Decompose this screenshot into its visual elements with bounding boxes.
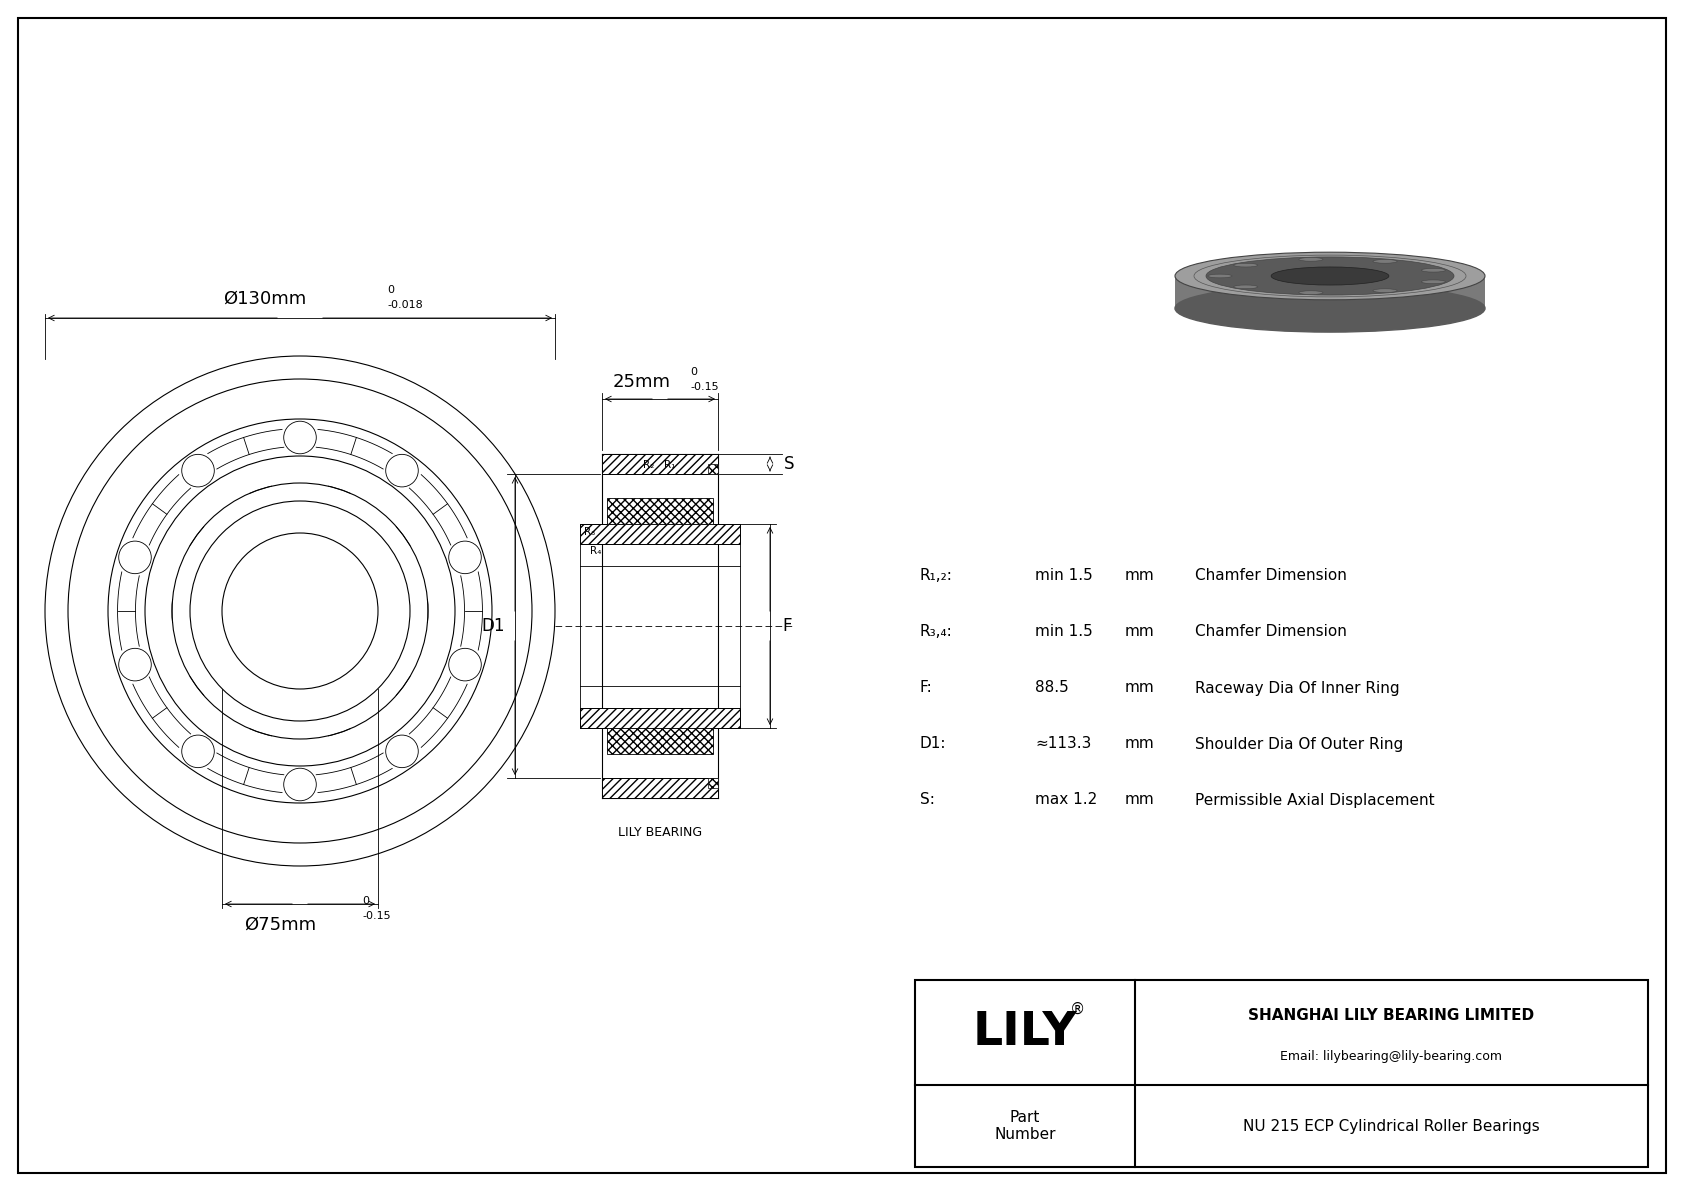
Text: Chamfer Dimension: Chamfer Dimension bbox=[1196, 624, 1347, 640]
Text: LILY: LILY bbox=[973, 1010, 1078, 1055]
Polygon shape bbox=[601, 454, 717, 474]
Polygon shape bbox=[601, 778, 717, 798]
Text: -0.018: -0.018 bbox=[387, 300, 423, 310]
Text: max 1.2: max 1.2 bbox=[1036, 792, 1098, 807]
Text: 88.5: 88.5 bbox=[1036, 680, 1069, 696]
Ellipse shape bbox=[1207, 274, 1233, 278]
Ellipse shape bbox=[1298, 257, 1324, 261]
Text: Email: lilybearing@lily-bearing.com: Email: lilybearing@lily-bearing.com bbox=[1280, 1050, 1502, 1064]
Polygon shape bbox=[606, 728, 712, 754]
Ellipse shape bbox=[1271, 267, 1389, 285]
Text: min 1.5: min 1.5 bbox=[1036, 568, 1093, 584]
Text: R₃,₄:: R₃,₄: bbox=[919, 624, 953, 640]
Text: ≈113.3: ≈113.3 bbox=[1036, 736, 1091, 752]
Polygon shape bbox=[579, 707, 739, 728]
Text: NU 215 ECP Cylindrical Roller Bearings: NU 215 ECP Cylindrical Roller Bearings bbox=[1243, 1118, 1539, 1134]
Ellipse shape bbox=[1372, 288, 1398, 293]
Polygon shape bbox=[606, 498, 712, 524]
Polygon shape bbox=[579, 524, 739, 544]
Text: Shoulder Dia Of Outer Ring: Shoulder Dia Of Outer Ring bbox=[1196, 736, 1403, 752]
Text: ®: ® bbox=[1069, 1002, 1084, 1017]
Polygon shape bbox=[707, 778, 717, 788]
Ellipse shape bbox=[1421, 280, 1445, 283]
Text: R₂: R₂ bbox=[643, 460, 653, 470]
Ellipse shape bbox=[1298, 291, 1324, 294]
Polygon shape bbox=[1175, 276, 1485, 308]
Text: R₄: R₄ bbox=[589, 545, 601, 556]
Text: S: S bbox=[785, 455, 795, 473]
Text: SHANGHAI LILY BEARING LIMITED: SHANGHAI LILY BEARING LIMITED bbox=[1248, 1009, 1534, 1023]
Ellipse shape bbox=[1175, 285, 1485, 332]
Text: -0.15: -0.15 bbox=[690, 382, 719, 392]
Text: 0: 0 bbox=[387, 285, 394, 295]
Text: mm: mm bbox=[1125, 792, 1155, 807]
Text: R₁,₂:: R₁,₂: bbox=[919, 568, 953, 584]
Text: D1: D1 bbox=[482, 617, 505, 635]
Text: F:: F: bbox=[919, 680, 933, 696]
Text: Ø130mm: Ø130mm bbox=[224, 289, 306, 308]
Text: R₃: R₃ bbox=[584, 526, 594, 537]
Text: Ø75mm: Ø75mm bbox=[244, 916, 317, 934]
Text: Permissible Axial Displacement: Permissible Axial Displacement bbox=[1196, 792, 1435, 807]
Ellipse shape bbox=[1234, 263, 1258, 267]
Ellipse shape bbox=[1421, 268, 1445, 272]
Text: LILY BEARING: LILY BEARING bbox=[618, 827, 702, 838]
Text: 0: 0 bbox=[362, 896, 369, 906]
Ellipse shape bbox=[1372, 260, 1398, 263]
Text: mm: mm bbox=[1125, 568, 1155, 584]
Text: Chamfer Dimension: Chamfer Dimension bbox=[1196, 568, 1347, 584]
Text: Part
Number: Part Number bbox=[994, 1110, 1056, 1142]
Ellipse shape bbox=[1234, 285, 1258, 288]
Text: Raceway Dia Of Inner Ring: Raceway Dia Of Inner Ring bbox=[1196, 680, 1399, 696]
Text: 25mm: 25mm bbox=[613, 373, 670, 391]
Ellipse shape bbox=[1206, 257, 1453, 295]
Ellipse shape bbox=[1175, 252, 1485, 300]
Text: 0: 0 bbox=[690, 367, 697, 378]
Text: D1:: D1: bbox=[919, 736, 946, 752]
Text: F: F bbox=[781, 617, 791, 635]
Polygon shape bbox=[707, 464, 717, 474]
Text: mm: mm bbox=[1125, 736, 1155, 752]
Text: -0.15: -0.15 bbox=[362, 911, 391, 921]
Text: min 1.5: min 1.5 bbox=[1036, 624, 1093, 640]
Text: mm: mm bbox=[1125, 624, 1155, 640]
Text: S:: S: bbox=[919, 792, 935, 807]
Text: mm: mm bbox=[1125, 680, 1155, 696]
Ellipse shape bbox=[1234, 261, 1426, 291]
Text: R₁: R₁ bbox=[663, 460, 675, 470]
